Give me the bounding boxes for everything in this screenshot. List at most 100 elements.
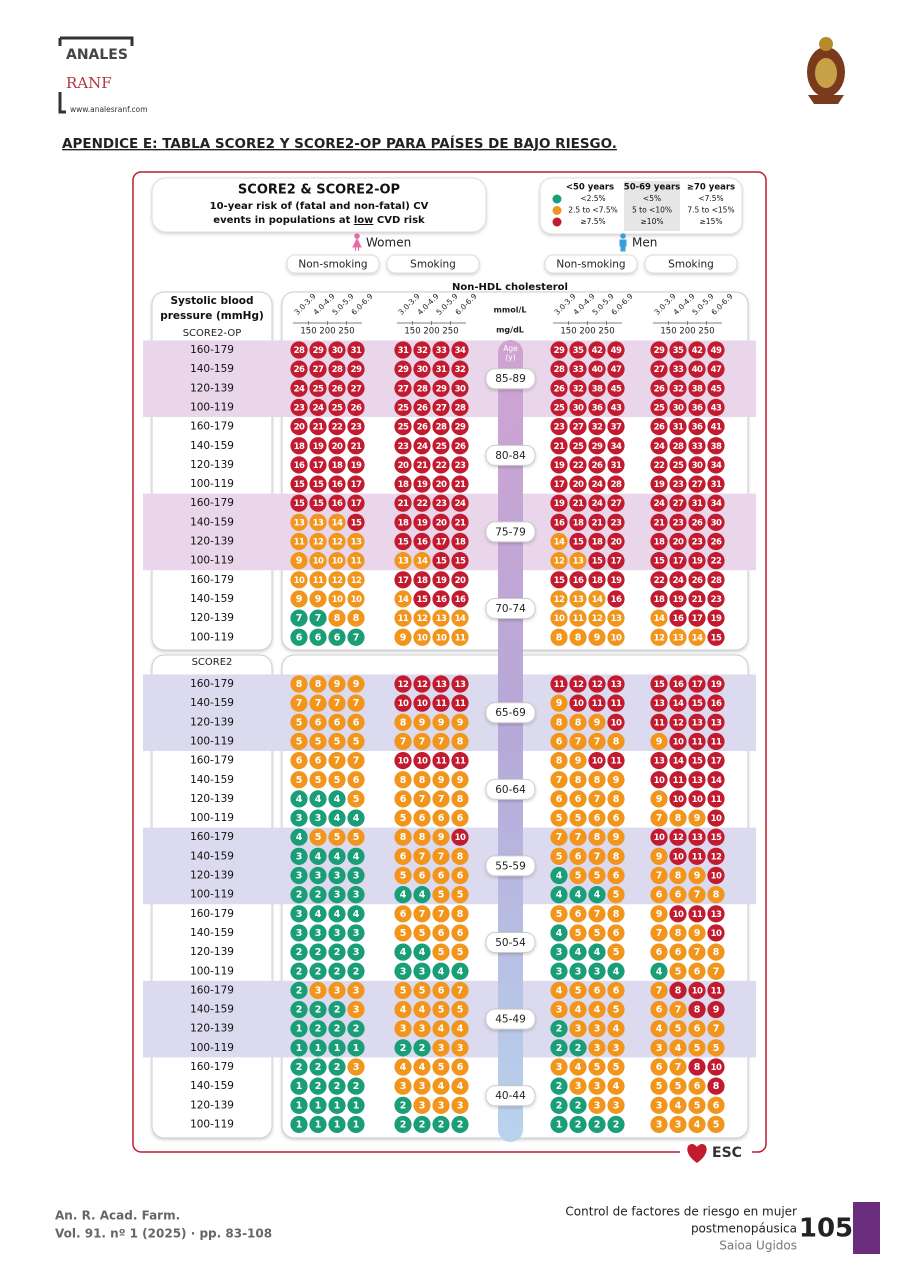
risk-circle [607,628,625,646]
risk-value: 17 [673,557,684,567]
risk-value: 9 [556,698,563,709]
risk-circle [569,943,587,961]
risk-circle [451,360,469,378]
risk-circle [394,886,412,904]
sbp-label: 120-139 [190,716,234,728]
risk-value: 21 [654,518,665,528]
risk-value: 13 [692,776,703,786]
risk-circle [451,398,469,417]
risk-circle [290,379,308,397]
risk-value: 6 [438,928,445,939]
risk-value: 11 [692,910,703,920]
risk-value: 4 [438,1081,445,1092]
risk-value: 26 [692,576,703,586]
risk-value: 2 [296,966,303,977]
risk-circle [290,1000,308,1019]
risk-value: 6 [457,813,464,824]
risk-value: 3 [419,1024,426,1035]
risk-circle [607,1000,625,1019]
risk-circle [688,866,706,885]
risk-value: 3 [419,966,426,977]
risk-circle [328,1115,346,1134]
risk-value: 7 [353,698,360,709]
risk-circle [688,981,706,1000]
risk-circle [607,418,625,436]
risk-value: 20 [294,423,305,433]
risk-circle [707,1077,725,1095]
risk-value: 22 [654,461,665,471]
mgdl-tick-label: 150 [404,327,420,337]
risk-circle [650,675,668,693]
risk-circle [669,809,687,827]
risk-value: 16 [611,595,622,605]
risk-value: 13 [398,557,409,567]
risk-value: 24 [673,576,684,586]
risk-circle [451,341,469,359]
risk-circle [607,590,625,608]
risk-value: 28 [711,576,722,586]
risk-circle [707,886,725,904]
risk-value: 19 [417,480,428,490]
logo-bottom: RANF [66,74,112,92]
risk-value: 18 [455,538,466,548]
risk-circle [588,494,606,512]
risk-value: 19 [692,557,703,567]
risk-value: 8 [613,736,620,747]
risk-circle [290,675,308,693]
risk-circle [328,713,346,731]
risk-value: 5 [438,1062,445,1073]
risk-value: 9 [656,736,663,747]
esc-logo: ESC [712,1145,742,1161]
risk-circle [669,886,687,904]
risk-value: 6 [575,794,582,805]
risk-value: 2 [556,1100,563,1111]
risk-circle [432,981,450,1000]
risk-value: 27 [692,480,703,490]
risk-value: 3 [315,985,322,996]
age-label: 65-69 [495,707,526,719]
risk-circle [394,475,412,493]
risk-circle [432,1115,450,1134]
risk-value: 38 [692,384,703,394]
risk-circle [588,398,606,417]
risk-value: 47 [711,365,722,375]
risk-value: 8 [613,851,620,862]
risk-value: 3 [334,871,341,882]
risk-value: 5 [457,890,464,901]
risk-circle [569,828,587,846]
risk-circle [688,1077,706,1095]
risk-value: 45 [611,384,622,394]
risk-value: 3 [438,1100,445,1111]
legend-label: ≥7.5% [580,217,605,226]
risk-value: 19 [417,518,428,528]
risk-circle [413,1020,431,1038]
risk-value: 7 [315,698,322,709]
risk-value: 3 [556,947,563,958]
risk-circle [569,809,587,827]
risk-circle [290,341,308,359]
risk-value: 13 [436,680,447,690]
risk-value: 8 [594,832,601,843]
group-box [386,254,480,274]
risk-value: 4 [400,1005,407,1016]
risk-circle [309,341,327,359]
risk-circle [451,790,469,808]
risk-circle [669,1058,687,1076]
risk-value: 5 [334,832,341,843]
risk-circle [569,475,587,493]
risk-circle [451,694,469,712]
risk-circle [569,962,587,980]
risk-circle [309,552,327,570]
footer-article: Control de factores de riesgo en mujer [565,1205,797,1219]
risk-circle [413,398,431,417]
risk-circle [550,886,568,904]
risk-value: 49 [611,346,622,356]
risk-circle [394,437,412,455]
risk-value: 19 [711,614,722,624]
risk-value: 5 [400,813,407,824]
risk-value: 8 [400,775,407,786]
risk-circle [328,379,346,397]
risk-circle [688,628,706,646]
risk-value: 8 [400,717,407,728]
risk-circle [607,1020,625,1038]
